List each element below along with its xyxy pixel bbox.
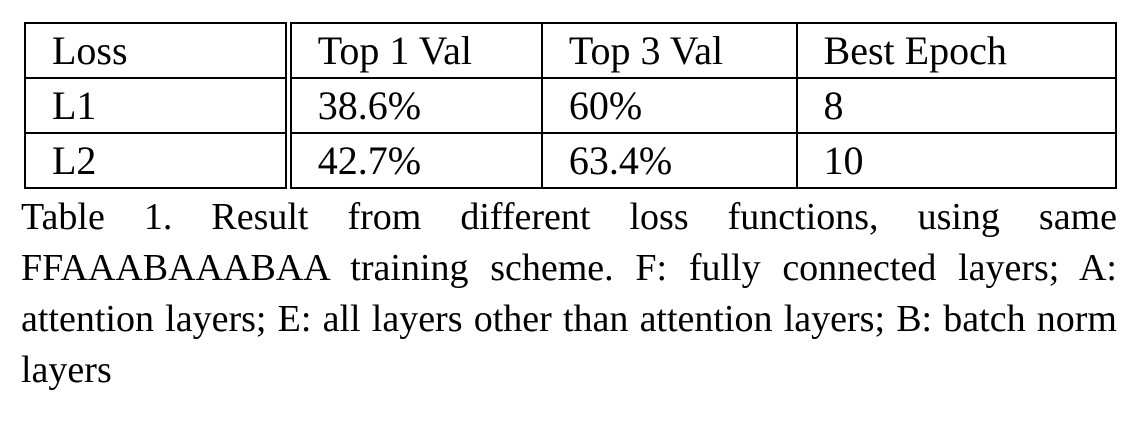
table-cell: 42.7% (287, 132, 543, 189)
results-table: Loss Top 1 Val Top 3 Val Best Epoch L1 38.6% 6… (23, 22, 1118, 189)
table-cell: 60% (540, 77, 798, 134)
table-cell: L1 (23, 77, 292, 134)
header-cell: Top 3 Val (540, 22, 798, 79)
table-body: Loss Top 1 Val Top 3 Val Best Epoch L1 38.6% 6… (23, 22, 1118, 189)
table-cell: 63.4% (540, 132, 798, 189)
table-row: L1 38.6% 60% 8 (23, 77, 1118, 134)
header-cell: Top 1 Val (287, 22, 543, 79)
header-cell: Loss (23, 22, 292, 79)
table-cell: 38.6% (287, 77, 543, 134)
table-cell: 10 (795, 132, 1118, 189)
table-row: L2 42.7% 63.4% 10 (23, 132, 1118, 189)
header-row: Loss Top 1 Val Top 3 Val Best Epoch (23, 22, 1118, 79)
header-cell: Best Epoch (795, 22, 1118, 79)
caption: Table 1. Result from different loss func… (21, 196, 1117, 391)
table-cell: L2 (23, 132, 292, 189)
table-cell: 8 (795, 77, 1118, 134)
